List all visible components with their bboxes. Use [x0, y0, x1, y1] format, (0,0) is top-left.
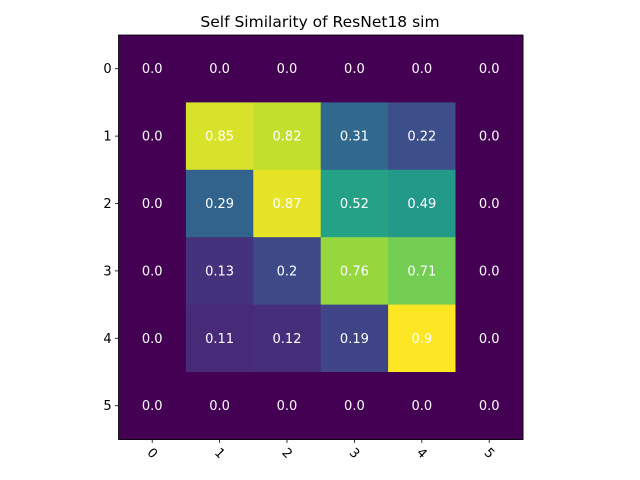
heatmap-cell-4-5 — [455, 304, 524, 373]
heatmap-cell-5-0 — [118, 372, 187, 440]
cell-annotation-5-0: 0.0 — [142, 399, 163, 414]
heatmap-cell-1-1 — [185, 102, 254, 171]
heatmap-cell-2-0 — [118, 169, 187, 238]
cell-annotation-2-2: 0.87 — [273, 197, 302, 212]
heatmap-cell-0-0 — [118, 35, 187, 103]
cell-annotation-4-5: 0.0 — [479, 332, 500, 347]
cell-annotation-5-5: 0.0 — [479, 399, 500, 414]
x-axis-ticks: 0 1 2 3 4 5 — [144, 439, 497, 462]
y-axis-ticks: 0 1 2 3 4 5 — [103, 62, 119, 414]
cell-annotation-3-1: 0.13 — [205, 264, 234, 279]
plot-frame — [118, 34, 524, 440]
heatmap-cell-2-1 — [185, 169, 254, 238]
cell-annotation-1-2: 0.82 — [273, 130, 302, 145]
heatmap-cells — [118, 35, 524, 440]
cell-annotation-3-5: 0.0 — [479, 264, 500, 279]
cell-annotation-2-4: 0.49 — [407, 197, 436, 212]
cell-annotation-5-3: 0.0 — [344, 399, 365, 414]
heatmap-cell-0-3 — [320, 35, 389, 103]
y-tick-label-5: 5 — [103, 399, 111, 414]
cell-annotation-0-0: 0.0 — [142, 62, 163, 77]
heatmap-cell-1-4 — [388, 102, 457, 171]
cell-annotation-3-4: 0.71 — [407, 264, 436, 279]
cell-annotation-3-2: 0.2 — [277, 264, 298, 279]
cell-annotation-2-3: 0.52 — [340, 197, 369, 212]
heatmap-cell-2-2 — [253, 169, 322, 238]
heatmap-cell-0-2 — [253, 35, 322, 103]
heatmap-cell-2-3 — [320, 169, 389, 238]
cell-annotation-1-5: 0.0 — [479, 130, 500, 145]
x-tick-label-0: 0 — [144, 446, 160, 462]
cell-annotation-4-1: 0.11 — [205, 332, 234, 347]
heatmap-cell-4-1 — [185, 304, 254, 373]
heatmap-cell-3-2 — [253, 237, 322, 306]
heatmap-cell-3-3 — [320, 237, 389, 306]
cell-annotation-0-2: 0.0 — [277, 62, 298, 77]
x-tick-label-1: 1 — [211, 446, 227, 462]
y-tick-label-2: 2 — [103, 197, 111, 212]
cell-annotation-4-4: 0.9 — [411, 332, 432, 347]
y-tick-label-4: 4 — [103, 332, 111, 347]
x-tick-label-5: 5 — [481, 446, 497, 462]
cell-annotation-1-0: 0.0 — [142, 130, 163, 145]
heatmap-cell-3-0 — [118, 237, 187, 306]
heatmap-cell-0-4 — [388, 35, 457, 103]
cell-annotation-4-3: 0.19 — [340, 332, 369, 347]
cell-annotations: 0.0 0.0 0.0 0.0 0.0 0.0 0.0 0.85 0.82 0.31 0.22 0.0… — [142, 62, 500, 414]
cell-annotation-2-0: 0.0 — [142, 197, 163, 212]
heatmap-cell-1-0 — [118, 102, 187, 171]
heatmap-cell-1-5 — [455, 102, 524, 171]
cell-annotation-5-4: 0.0 — [411, 399, 432, 414]
chart-title: Self Similarity of ResNet18 sim — [200, 13, 439, 31]
x-tick-label-4: 4 — [413, 446, 429, 462]
cell-annotation-0-4: 0.0 — [411, 62, 432, 77]
cell-annotation-0-3: 0.0 — [344, 62, 365, 77]
cell-annotation-1-3: 0.31 — [340, 130, 369, 145]
heatmap-cell-4-4 — [388, 304, 457, 373]
heatmap-cell-0-1 — [185, 35, 254, 103]
heatmap-cell-5-3 — [320, 372, 389, 440]
heatmap-cell-4-0 — [118, 304, 187, 373]
y-tick-label-3: 3 — [103, 264, 111, 279]
heatmap-cell-2-5 — [455, 169, 524, 238]
y-tick-label-0: 0 — [103, 62, 111, 77]
x-tick-label-3: 3 — [346, 446, 362, 462]
cell-annotation-1-1: 0.85 — [205, 130, 234, 145]
heatmap-cell-2-4 — [388, 169, 457, 238]
y-tick-label-1: 1 — [103, 130, 111, 145]
heatmap-cell-5-1 — [185, 372, 254, 440]
cell-annotation-2-5: 0.0 — [479, 197, 500, 212]
heatmap-cell-4-3 — [320, 304, 389, 373]
cell-annotation-5-2: 0.0 — [277, 399, 298, 414]
cell-annotation-3-0: 0.0 — [142, 264, 163, 279]
heatmap-cell-5-2 — [253, 372, 322, 440]
heatmap-cell-4-2 — [253, 304, 322, 373]
cell-annotation-4-0: 0.0 — [142, 332, 163, 347]
cell-annotation-3-3: 0.76 — [340, 264, 369, 279]
cell-annotation-0-1: 0.0 — [209, 62, 230, 77]
heatmap-cell-0-5 — [455, 35, 524, 103]
heatmap-cell-1-2 — [253, 102, 322, 171]
heatmap-cell-3-5 — [455, 237, 524, 306]
heatmap-cell-5-4 — [388, 372, 457, 440]
cell-annotation-0-5: 0.0 — [479, 62, 500, 77]
heatmap-cell-3-4 — [388, 237, 457, 306]
x-tick-label-2: 2 — [278, 446, 294, 462]
heatmap-cell-3-1 — [185, 237, 254, 306]
heatmap-cell-1-3 — [320, 102, 389, 171]
heatmap-cell-5-5 — [455, 372, 524, 440]
cell-annotation-4-2: 0.12 — [273, 332, 302, 347]
cell-annotation-5-1: 0.0 — [209, 399, 230, 414]
cell-annotation-1-4: 0.22 — [407, 130, 436, 145]
cell-annotation-2-1: 0.29 — [205, 197, 234, 212]
